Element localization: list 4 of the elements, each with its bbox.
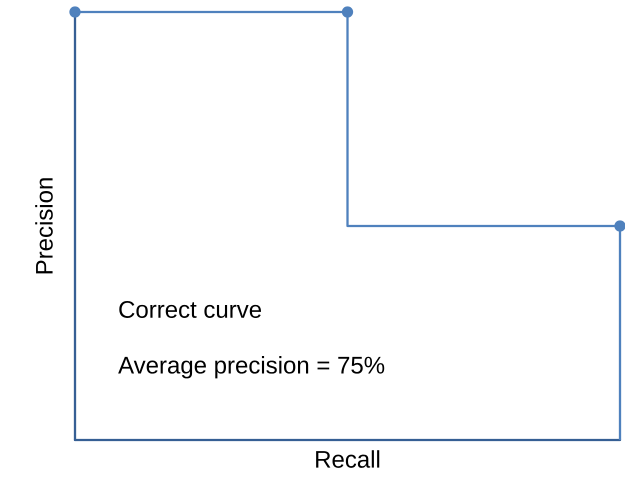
annotation: Correct curve	[119, 300, 262, 318]
annotation: Average precision = 75%	[118, 356, 384, 378]
x-axis-title: Recall	[316, 450, 380, 468]
y-axis-title: Precision	[35, 178, 53, 274]
